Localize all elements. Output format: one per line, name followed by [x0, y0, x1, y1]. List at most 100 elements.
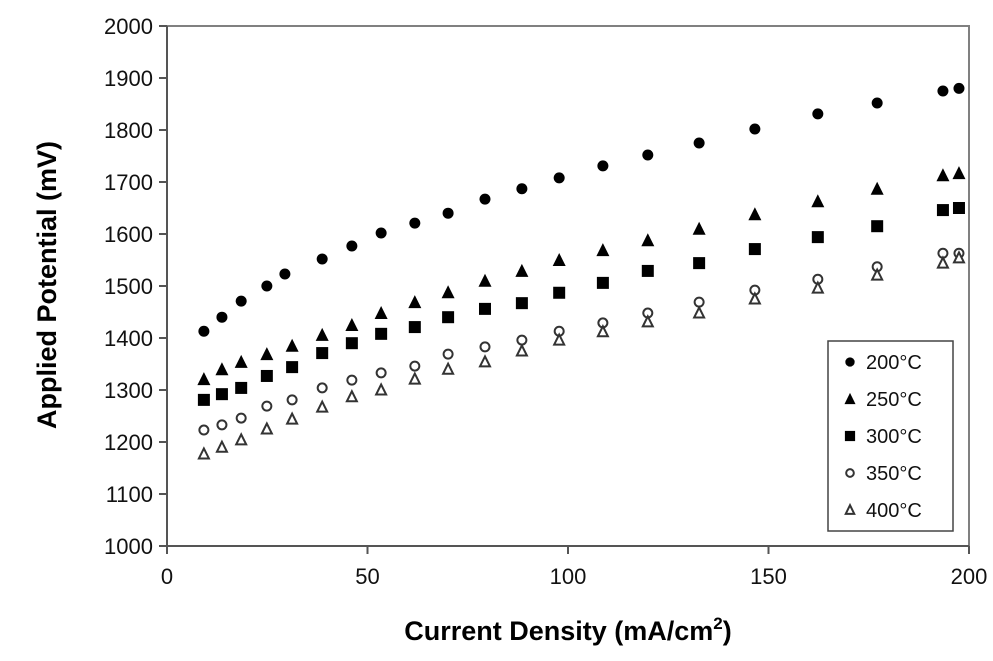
open-circle-marker [516, 334, 528, 346]
filled-circle-marker [953, 82, 965, 94]
filled-triangle-marker [478, 273, 492, 287]
legend-item: 300°C [844, 426, 922, 448]
filled-triangle-marker [844, 392, 856, 405]
open-circle-marker [442, 348, 454, 360]
filled-circle-marker [516, 183, 528, 195]
filled-circle-marker [845, 357, 855, 367]
y-tick-label: 1700 [104, 170, 153, 195]
filled-triangle-marker [345, 318, 359, 331]
filled-circle-marker [597, 160, 609, 172]
filled-triangle-marker [441, 285, 455, 299]
data-points [197, 82, 966, 460]
open-triangle-marker [844, 502, 856, 515]
filled-square-marker [871, 220, 884, 233]
filled-circle-marker [235, 295, 247, 307]
filled-circle-marker [346, 240, 358, 252]
open-circle-marker [198, 424, 210, 436]
filled-square-marker [408, 321, 421, 334]
x-tick-label: 50 [355, 564, 379, 589]
legend-label: 400°C [866, 500, 922, 522]
y-tick-label: 1900 [104, 66, 153, 91]
filled-circle-marker [871, 97, 883, 109]
filled-triangle-marker [870, 181, 884, 195]
filled-triangle-marker [215, 362, 229, 376]
filled-square-marker [345, 337, 358, 350]
filled-triangle-marker [936, 168, 950, 182]
open-triangle-marker [441, 361, 455, 375]
open-triangle-marker [596, 324, 610, 338]
y-tick-label: 1600 [104, 222, 153, 247]
filled-square-marker [641, 264, 654, 277]
y-tick-label: 1500 [104, 274, 153, 299]
filled-circle-marker [642, 149, 654, 161]
filled-square-marker [442, 311, 455, 324]
open-circle-marker [216, 419, 228, 431]
open-circle-marker [235, 412, 247, 424]
filled-circle-marker [261, 280, 273, 292]
filled-triangle-marker [197, 372, 211, 386]
open-triangle-marker [234, 432, 248, 446]
open-triangle-marker [552, 332, 566, 346]
x-tick-label: 150 [750, 564, 787, 589]
filled-triangle-marker [315, 327, 329, 341]
filled-square-marker [553, 286, 566, 299]
x-axis-title-superscript: 2 [713, 614, 722, 633]
filled-circle-marker [409, 217, 421, 229]
open-circle-marker [409, 360, 421, 372]
open-triangle-marker [345, 389, 359, 403]
filled-circle-marker [375, 227, 387, 239]
open-triangle-marker [315, 399, 329, 413]
open-triangle-marker [936, 255, 950, 269]
filled-triangle-marker [641, 233, 655, 247]
filled-square-marker [596, 276, 609, 289]
open-circle-marker [479, 341, 491, 353]
open-triangle-marker [692, 305, 706, 319]
filled-circle-marker [812, 108, 824, 120]
open-circle-marker [286, 394, 298, 406]
filled-triangle-marker [811, 194, 825, 208]
filled-square-marker [316, 347, 329, 360]
legend-label: 250°C [866, 389, 922, 411]
open-triangle-marker [515, 343, 529, 357]
open-triangle-marker [197, 446, 211, 460]
open-triangle-marker [408, 371, 422, 385]
filled-square-marker [215, 388, 228, 401]
filled-circle-marker [198, 325, 210, 337]
filled-square-marker [515, 297, 528, 310]
open-triangle-marker [952, 250, 966, 264]
filled-square-marker [235, 381, 248, 394]
y-tick-label: 1100 [106, 482, 153, 507]
open-circle-marker [261, 400, 273, 412]
y-axis-title: Applied Potential (mV) [32, 141, 62, 429]
y-tick-label: 2000 [104, 14, 153, 39]
legend: 200°C 250°C 300°C 350°C 400°C [827, 340, 954, 532]
legend-item: 250°C [844, 389, 922, 411]
open-circle-marker [375, 367, 387, 379]
y-tick-label: 1000 [104, 534, 153, 559]
filled-circle-marker [693, 137, 705, 149]
x-tick-label: 100 [550, 564, 587, 589]
open-circle-marker [346, 374, 358, 386]
filled-circle-marker [279, 268, 291, 280]
filled-circle-marker [749, 123, 761, 135]
open-triangle-marker [641, 314, 655, 328]
series-200C [198, 82, 965, 337]
open-circle-marker [845, 468, 855, 478]
filled-square-marker [260, 369, 273, 382]
x-axis-title: Current Density (mA/cm2) [404, 614, 732, 646]
filled-square-marker [197, 393, 210, 406]
legend-label: 200°C [866, 352, 922, 374]
filled-triangle-marker [748, 207, 762, 221]
filled-triangle-marker [408, 295, 422, 309]
filled-circle-marker [479, 193, 491, 205]
x-tick-label: 200 [951, 564, 988, 589]
filled-triangle-marker [596, 243, 610, 257]
open-triangle-marker [811, 280, 825, 294]
filled-triangle-marker [234, 354, 248, 368]
filled-square-marker [811, 231, 824, 244]
legend-item: 350°C [845, 463, 922, 485]
filled-circle-marker [442, 207, 454, 219]
y-tick-label: 1400 [104, 326, 153, 351]
